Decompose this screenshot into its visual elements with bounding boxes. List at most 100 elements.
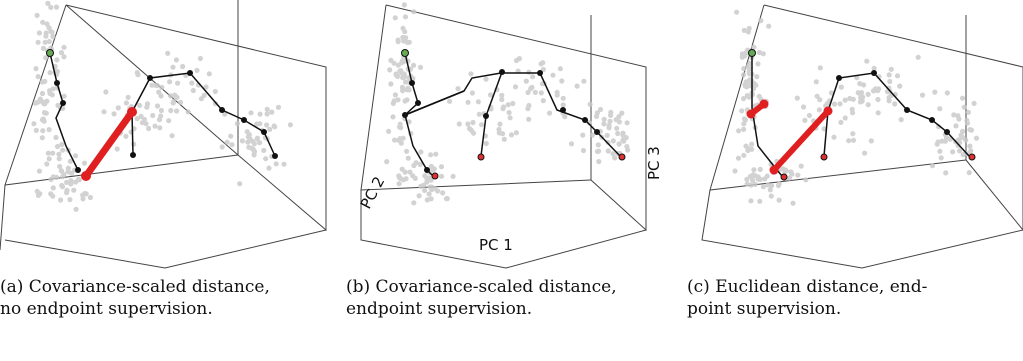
scatter-point (201, 92, 207, 98)
scatter-point (782, 167, 789, 173)
scatter-point (174, 108, 180, 114)
scatter-point (803, 177, 809, 183)
scatter-point (156, 117, 163, 123)
scatter-point (53, 134, 59, 141)
scatter-point (275, 104, 282, 110)
scatter-point (73, 153, 79, 159)
scatter-point (586, 120, 592, 126)
scatter-point (864, 58, 870, 64)
scatter-point (574, 83, 580, 89)
scatter-point (251, 141, 257, 147)
caption-line: (c) Euclidean distance, end- (687, 277, 928, 297)
scatter-point (189, 80, 195, 86)
scatter-point (43, 33, 49, 39)
scatter-point (965, 109, 971, 115)
scatter-point (40, 128, 46, 134)
scatter-point (559, 78, 565, 84)
scatter-point (450, 173, 456, 179)
scatter-point (455, 86, 461, 92)
scatter-point (735, 155, 742, 161)
scatter-point (39, 90, 46, 97)
scatter-point (47, 70, 53, 76)
scatter-point (971, 100, 977, 106)
scatter-point (806, 112, 812, 119)
scatter-point (67, 197, 73, 203)
scatter-point (395, 39, 401, 45)
scatter-point (814, 93, 820, 99)
path-line (404, 52, 621, 177)
scatter-point (60, 174, 66, 180)
scatter-point (158, 93, 164, 99)
scatter-point (532, 89, 538, 95)
scatter-point (64, 190, 70, 196)
scatter-point (513, 130, 519, 136)
end-node (780, 173, 788, 181)
scatter-point (950, 149, 956, 155)
scatter-point (530, 74, 536, 80)
scatter-point (50, 185, 56, 191)
scatter-point (816, 107, 822, 113)
scatter-point (861, 82, 867, 88)
scatter-point (888, 66, 894, 72)
scatter-point (732, 168, 738, 174)
scatter-point (939, 138, 945, 144)
scatter-point (180, 63, 186, 70)
scatter-point (43, 55, 49, 61)
scatter-point (865, 102, 871, 108)
scatter-point (876, 86, 882, 92)
scatter-point (862, 150, 868, 156)
scatter-point (58, 197, 64, 203)
scatter-point (428, 196, 434, 202)
scatter-point (60, 147, 66, 153)
scatter-point (228, 133, 234, 139)
scatter-point (765, 182, 771, 188)
scatter-point (428, 152, 434, 158)
scatter-point (744, 176, 750, 182)
scatter-point (842, 115, 848, 121)
scatter-point (103, 89, 109, 95)
scatter-point (620, 132, 626, 138)
scatter-point (48, 176, 54, 182)
scatter-point (596, 158, 602, 165)
scatter-point (64, 179, 70, 185)
scatter-point (177, 99, 184, 105)
scatter-point (396, 173, 402, 179)
scatter-point (237, 181, 243, 187)
scatter-point (131, 141, 137, 147)
scatter-point (405, 155, 411, 161)
scatter-point (123, 100, 129, 106)
scatter-point (966, 170, 972, 176)
scatter-point (560, 102, 566, 108)
scatter-point (212, 88, 218, 95)
scatter-point (838, 119, 844, 125)
scatter-point (739, 108, 745, 114)
highlight-node (823, 106, 833, 116)
scatter-point (269, 109, 275, 115)
scatter-point (497, 121, 503, 127)
scatter-point (48, 191, 54, 197)
scatter-point (742, 117, 748, 123)
scatter-point (496, 126, 502, 133)
scatter-point (943, 170, 949, 176)
scatter-point (264, 122, 270, 128)
scatter-point (526, 116, 532, 122)
scatter-point (748, 182, 754, 188)
scatter-point (798, 163, 804, 169)
scatter-point (254, 135, 260, 141)
scatter-point (741, 152, 747, 158)
scatter-point (538, 61, 544, 67)
scatter-point (510, 100, 516, 107)
scatter-point (61, 44, 67, 50)
scatter-point (59, 184, 66, 190)
scatter-point (506, 110, 512, 116)
scatter-point (794, 95, 800, 101)
scatter-point (608, 109, 614, 115)
scatter-point (392, 92, 398, 98)
scatter-point (390, 114, 396, 120)
scatter-point (287, 122, 293, 128)
scatter-point (68, 178, 74, 184)
scatter-point (400, 25, 406, 31)
scatter-point (138, 113, 144, 119)
scatter-point (973, 135, 980, 141)
highlight-node (746, 109, 756, 119)
